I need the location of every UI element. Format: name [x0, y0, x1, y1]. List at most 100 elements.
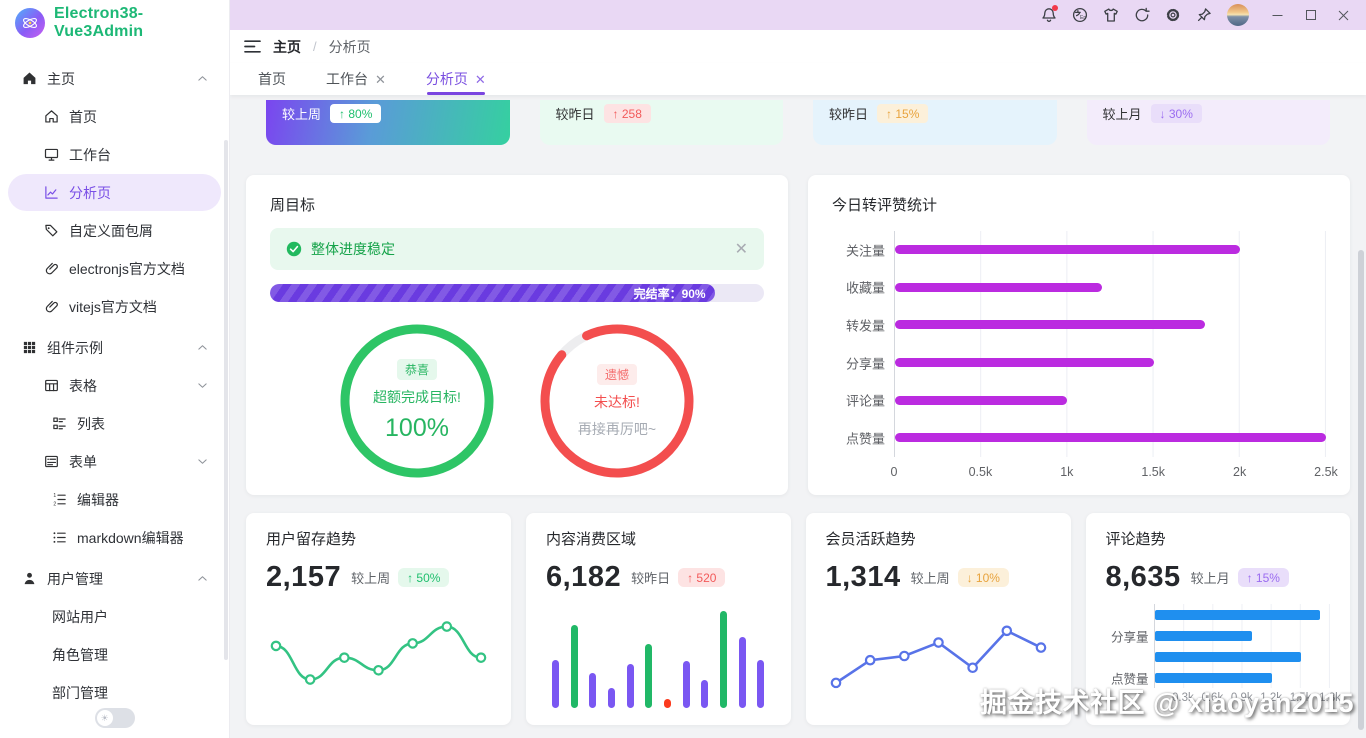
sidebar-item-label: 表格 — [69, 377, 97, 394]
breadcrumb-current: 分析页 — [328, 38, 371, 55]
sidebar-item-表单[interactable]: 表单 — [8, 443, 221, 480]
sidebar-item-工作台[interactable]: 工作台 — [8, 136, 221, 173]
user-icon — [22, 571, 38, 587]
theme-toggle[interactable]: ☀ — [94, 708, 135, 728]
bar — [701, 679, 709, 708]
sidebar-item-部门管理[interactable]: 部门管理 — [8, 674, 221, 711]
sidebar-item-分析页[interactable]: 分析页 — [8, 174, 221, 211]
x-axis-tick: 2k — [1232, 465, 1247, 479]
sidebar-item-列表[interactable]: 列表 — [8, 405, 221, 442]
bar-关注量 — [895, 245, 1240, 255]
tab-close-icon[interactable]: ✕ — [375, 71, 386, 87]
mini-card-stat: 6,182 较昨日 ↑ 520 — [546, 561, 771, 594]
refresh-icon[interactable] — [1126, 2, 1157, 28]
gauge-line1: 未达标! — [594, 393, 640, 410]
sidebar: Electron38-Vue3Admin 主页 首页 工作台分析页自定义面包屑 ele… — [0, 0, 230, 738]
engagement-bar-chart: 关注量 收藏量 转发量 分享量 评论量 点赞量 0 0.5k 1k 1.5k 2k 2.5k — [832, 231, 1338, 483]
list-check-icon — [52, 416, 68, 432]
stat-value: 6,182 — [546, 561, 622, 593]
app-title: Electron38-Vue3Admin — [54, 5, 144, 40]
breadcrumb-root[interactable]: 主页 — [273, 38, 301, 55]
bell-icon[interactable] — [1033, 2, 1064, 28]
y-axis-label: 点赞量 — [1110, 672, 1149, 686]
overview-compare-line: 较上周 ↑ 80% — [282, 104, 382, 123]
close-button[interactable] — [1327, 2, 1360, 28]
tab-分析页[interactable]: 分析页 ✕ — [406, 63, 506, 95]
sidebar-item-角色管理[interactable]: 角色管理 — [8, 636, 221, 673]
sidebar-item-主页[interactable]: 主页 — [8, 60, 221, 97]
y-axis-label: 分享量 — [845, 356, 885, 372]
pin-icon[interactable] — [1188, 2, 1219, 28]
trend-badge: ↑ 80% — [330, 104, 382, 123]
sidebar-item-electronjs官方文档[interactable]: electronjs官方文档 — [8, 250, 221, 287]
sidebar-item-label: 部门管理 — [52, 684, 108, 701]
line-chart-svg — [830, 625, 1046, 689]
app-logo-icon — [15, 8, 45, 38]
bar — [589, 672, 597, 708]
x-axis-tick: 0.5k — [968, 465, 993, 479]
collapse-menu-icon[interactable] — [244, 39, 261, 54]
sidebar-item-网站用户[interactable]: 网站用户 — [8, 598, 221, 635]
mini-plot: 分享量 点赞量 — [1111, 604, 1331, 688]
engagement-chart-title: 今日转评赞统计 — [832, 197, 938, 214]
weekly-goal-card: 周目标 整体进度稳定 ✕ 完结率：90% 恭喜 超额 — [246, 175, 788, 495]
gauge-line1: 超额完成目标! — [373, 389, 461, 405]
main-scrollbar[interactable] — [1358, 250, 1364, 730]
sidebar-item-用户管理[interactable]: 用户管理 — [8, 560, 221, 597]
sidebar-item-组件示例[interactable]: 组件示例 — [8, 329, 221, 366]
bar — [1154, 609, 1321, 620]
stat-value: 8,635 — [1105, 561, 1181, 593]
alert-close-icon[interactable]: ✕ — [734, 241, 748, 258]
sidebar-item-label: 列表 — [77, 415, 105, 432]
bar — [1154, 651, 1301, 662]
sidebar-item-label: vitejs官方文档 — [69, 298, 157, 315]
svg-text:1: 1 — [53, 493, 56, 499]
minimize-button[interactable] — [1261, 2, 1294, 28]
settings-icon[interactable] — [1157, 2, 1188, 28]
sidebar-item-vitejs官方文档[interactable]: vitejs官方文档 — [8, 288, 221, 325]
gauge-content: 遗憾 未达标! 再接再厉吧~ — [538, 322, 696, 480]
bar-row-转发量 — [895, 306, 1326, 344]
overview-card: 较上月 ↓ 30% — [1086, 100, 1330, 145]
x-axis-tick: 1.8k — [1319, 692, 1341, 704]
tab-工作台[interactable]: 工作台 ✕ — [306, 63, 406, 95]
sidebar-item-label: 分析页 — [69, 184, 111, 201]
gauge-line2: 再接再厉吧~ — [577, 420, 657, 437]
bar — [570, 624, 578, 708]
tab-label: 首页 — [258, 71, 286, 87]
avatar[interactable] — [1227, 4, 1249, 26]
link-icon — [44, 261, 60, 277]
bar-row — [1154, 646, 1331, 667]
y-axis-label: 分享量 — [1110, 630, 1149, 644]
page-header: 主页 / 分析页 — [230, 30, 1366, 63]
bar — [738, 637, 746, 708]
sidebar-item-首页[interactable]: 首页 — [8, 98, 221, 135]
sun-icon: ☀ — [96, 710, 113, 726]
tab-close-icon[interactable]: ✕ — [474, 71, 486, 87]
sidebar-item-label: 组件示例 — [47, 339, 103, 356]
gauge-line2: 100% — [385, 414, 449, 442]
theme-skin-icon[interactable] — [1095, 2, 1126, 28]
sidebar-scrollbar[interactable] — [224, 140, 228, 660]
compare-label: 较昨日 — [829, 107, 869, 122]
y-axis-label: 收藏量 — [845, 280, 885, 296]
x-axis-labels: 0 0.5k 1k 1.5k 2k 2.5k — [891, 465, 1338, 483]
mini-card-stat: 8,635 较上月 ↑ 15% — [1106, 561, 1331, 594]
sidebar-menu: 主页 首页 工作台分析页自定义面包屑 electronjs官方文档 vitejs官方文档… — [0, 46, 229, 711]
bar-row — [1154, 625, 1331, 646]
language-icon[interactable]: En — [1064, 2, 1095, 28]
sidebar-item-编辑器[interactable]: 1 2 编辑器 — [8, 481, 221, 518]
bar-row — [1154, 604, 1331, 625]
sidebar-item-markdown编辑器[interactable]: markdown编辑器 — [8, 519, 221, 556]
bar — [682, 661, 690, 708]
goal-progress-label: 完结率：90% — [633, 286, 706, 301]
sidebar-item-自定义面包屑[interactable]: 自定义面包屑 — [8, 212, 221, 249]
bar — [1154, 630, 1252, 641]
sidebar-item-表格[interactable]: 表格 — [8, 367, 221, 404]
bar-分享量 — [895, 358, 1154, 368]
tab-首页[interactable]: 首页 — [238, 63, 306, 95]
x-axis-tick: 0.9k — [1230, 692, 1253, 704]
maximize-button[interactable] — [1294, 2, 1327, 28]
logo: Electron38-Vue3Admin — [0, 0, 229, 46]
